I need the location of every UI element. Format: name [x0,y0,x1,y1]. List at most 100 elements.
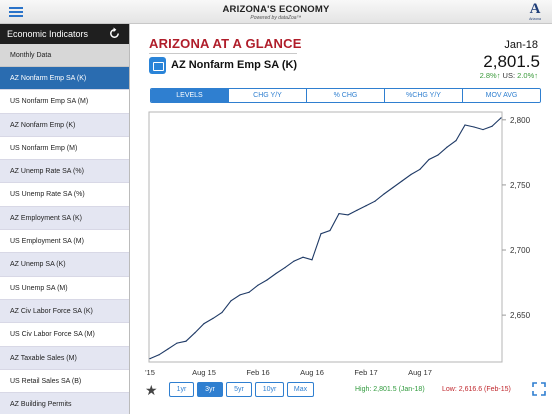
data-point [158,354,160,356]
logo-text: Arizona [529,17,541,21]
refresh-icon[interactable] [108,27,121,40]
sidebar-item[interactable]: AZ Nonfarm Emp SA (K) [0,67,129,91]
sidebar-list: AZ Nonfarm Emp SA (K) US Nonfarm Emp SA (… [0,67,129,414]
data-point [347,214,349,216]
top-bar: ARIZONA'S ECONOMY Powered by dataZoa™ A … [0,0,552,24]
data-point [167,348,169,350]
range-5yr-button[interactable]: 5yr [226,382,252,397]
sidebar-item[interactable]: AZ Civ Labor Force SA (K) [0,299,129,324]
tab-chg[interactable]: % CHG [307,89,385,102]
current-value: 2,801.5 [483,52,540,71]
sidebar-item[interactable]: US Retail Sales SA (B) [0,370,129,394]
tab-chg-y-y[interactable]: CHG Y/Y [229,89,307,102]
app-title: ARIZONA'S ECONOMY [222,4,330,15]
x-tick-label: Feb 17 [354,368,378,377]
sidebar-title: Economic Indicators [7,29,89,39]
y-tick-label: 2,800 [510,116,531,125]
us-change: 2.0% [517,71,535,80]
x-tick-label: Aug 15 [192,368,216,377]
data-point [410,173,412,176]
range-3yr-button[interactable]: 3yr [197,382,223,397]
data-point [239,294,241,296]
data-point [149,358,151,360]
data-point [428,158,430,161]
y-tick-label: 2,700 [510,246,531,255]
series-name: AZ Nonfarm Emp SA (K) [171,59,298,71]
range-selector: 1yr 3yr 5yr 10yr Max [169,382,317,397]
expand-chart-icon[interactable] [532,382,546,396]
data-point [221,311,223,314]
range-1yr-button[interactable]: 1yr [169,382,194,397]
data-point [248,291,250,293]
sidebar-item[interactable]: US Unemp SA (M) [0,277,129,300]
data-point [473,126,475,128]
data-point [482,128,484,131]
sidebar-header: Economic Indicators [0,24,129,44]
data-point [491,125,493,127]
line-chart[interactable]: 2,650 2,700 2,750 2,800 [131,24,552,414]
data-point [311,259,313,261]
x-tick-label: Feb 16 [246,368,270,377]
x-tick-label: Aug 16 [300,368,324,377]
range-10yr-button[interactable]: 10yr [255,382,284,397]
tab-chg-y-y[interactable]: %CHG Y/Y [385,89,463,102]
low-value: Low: 2,616.6 (Feb-15) [442,386,511,393]
y-tick-label: 2,750 [510,181,531,190]
tab-mov-avg[interactable]: MOV AVG [463,89,540,102]
logo-letter-icon: A [529,1,541,17]
data-point [446,146,448,148]
university-logo: A Arizona [528,2,542,22]
data-point [464,124,466,126]
us-up-arrow-icon: ↑ [534,71,538,80]
sidebar-item[interactable]: US Unemp Rate SA (%) [0,183,129,207]
sidebar-item[interactable]: AZ Unemp SA (K) [0,253,129,277]
sidebar-item[interactable]: AZ Employment SA (K) [0,206,129,231]
sidebar-item[interactable]: AZ Nonfarm Emp (K) [0,113,129,137]
sidebar-item[interactable]: AZ Unemp Rate SA (%) [0,160,129,184]
sidebar-section-monthly: Monthly Data [0,44,129,67]
data-point [320,233,322,235]
sidebar-item[interactable]: US Employment SA (M) [0,230,129,254]
data-point [401,180,403,182]
tab-levels[interactable]: LEVELS [151,89,229,102]
favorite-star-icon[interactable]: ★ [145,382,158,398]
change-summary: 2.8%↑ US: 2.0%↑ [480,71,538,80]
data-point [437,154,439,156]
sidebar-item[interactable]: AZ Taxable Sales (M) [0,346,129,370]
sidebar-item[interactable]: US Civ Labor Force SA (M) [0,323,129,347]
data-point [203,322,205,325]
data-point [257,284,259,286]
data-point [392,186,394,189]
series-line [149,117,502,360]
data-point [383,193,385,195]
high-value: High: 2,801.5 (Jan-18) [355,386,425,393]
az-change: 2.8% [479,71,497,80]
sidebar-item[interactable]: AZ Building Permits [0,393,129,414]
data-point [374,200,376,202]
data-point [275,272,277,275]
data-point [419,168,421,170]
hamburger-menu-icon[interactable] [9,7,23,17]
plot-area [148,111,503,363]
main-panel: ARIZONA AT A GLANCE Jan-18 AZ Nonfarm Em… [131,24,552,414]
data-point [365,205,367,207]
sidebar-item[interactable]: US Nonfarm Emp (M) [0,137,129,161]
sidebar: Economic Indicators Monthly Data AZ Nonf… [0,24,130,414]
data-point [212,317,214,319]
data-point [284,266,286,269]
data-point [356,209,358,211]
x-tick-label: Aug 17 [408,368,432,377]
az-up-arrow-icon: ↑ [496,71,501,80]
data-date: Jan-18 [504,39,538,51]
data-point [194,332,196,334]
app-subtitle: Powered by dataZoa™ [250,15,302,21]
data-point [176,342,178,344]
data-point [293,260,295,262]
page-headline: ARIZONA AT A GLANCE [149,36,302,51]
range-max-button[interactable]: Max [287,382,314,397]
sidebar-item[interactable]: US Nonfarm Emp SA (M) [0,90,129,114]
data-point [338,212,340,215]
series-folder-icon[interactable] [149,57,166,74]
headline-divider [149,53,297,54]
data-point [302,256,304,258]
